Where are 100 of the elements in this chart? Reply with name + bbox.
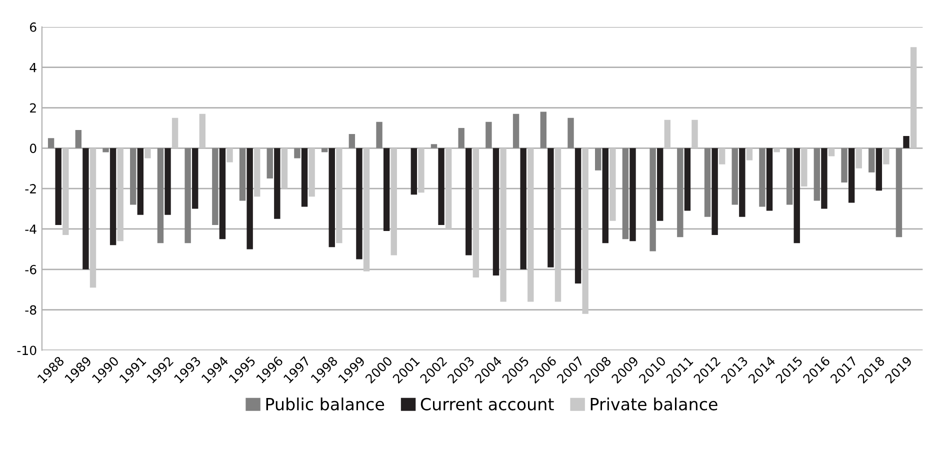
bar: [82, 148, 89, 270]
y-tick-label: -8: [25, 305, 36, 315]
bar: [117, 148, 124, 242]
bar: [910, 47, 917, 148]
bar: [254, 148, 260, 197]
bar: [62, 148, 69, 236]
bar: [554, 148, 562, 302]
bar: [595, 148, 602, 170]
legend-label: Current account: [420, 398, 554, 410]
bar: [692, 120, 698, 148]
bar: [821, 148, 828, 209]
bar: [739, 148, 746, 217]
bar: [848, 148, 855, 203]
bar: [630, 148, 636, 242]
bar: [500, 148, 506, 302]
bar: [684, 148, 691, 211]
y-tick-label: -2: [25, 184, 36, 194]
bar: [841, 148, 848, 183]
bar: [110, 148, 116, 246]
bar: [410, 148, 418, 195]
legend-label: Private balance: [590, 398, 718, 410]
bar: [759, 148, 766, 207]
y-tick-label: -10: [17, 346, 36, 356]
bar: [677, 148, 684, 238]
bar: [199, 114, 206, 148]
bar: [883, 148, 890, 164]
bar: [418, 148, 424, 193]
bar: [226, 148, 233, 162]
bar: [48, 138, 54, 148]
bar: [383, 148, 390, 232]
y-tick-label: 2: [30, 103, 36, 113]
bar: [610, 148, 616, 221]
bar: [430, 144, 438, 148]
bar: [294, 148, 300, 158]
bar: [348, 134, 356, 148]
bar: [540, 112, 546, 148]
bar: [130, 148, 136, 205]
bar: [486, 122, 492, 148]
bar: [574, 148, 582, 284]
bar: [548, 148, 554, 268]
bar: [622, 148, 629, 240]
y-tick-label: 4: [30, 62, 36, 72]
bar: [657, 148, 664, 221]
bar: [828, 148, 835, 156]
bar: [458, 128, 464, 148]
bar: [528, 148, 534, 302]
bar: [281, 148, 288, 189]
y-tick-label: 0: [30, 144, 36, 154]
bar: [718, 148, 726, 164]
bar: [746, 148, 753, 160]
bar: [801, 148, 808, 187]
bar: [650, 148, 656, 252]
bar: [172, 118, 178, 148]
bar: [308, 148, 315, 197]
bar: [75, 130, 82, 148]
bar: [903, 136, 910, 148]
bar: [466, 148, 472, 256]
bar: [90, 148, 96, 288]
y-tick-label: 6: [30, 22, 36, 32]
bar: [732, 148, 738, 205]
bar: [239, 148, 246, 201]
bar: [512, 114, 520, 148]
bar: [336, 148, 342, 244]
bar: [157, 148, 164, 244]
y-tick-label: -4: [25, 224, 36, 234]
bar: [704, 148, 711, 217]
bar: [356, 148, 362, 260]
bar: [520, 148, 526, 270]
bar: [794, 148, 800, 244]
bar: [246, 148, 253, 250]
bar: [438, 148, 444, 225]
bar: [856, 148, 862, 168]
bar: [219, 148, 226, 240]
bar: [664, 120, 670, 148]
bar: [602, 148, 608, 244]
bar: [137, 148, 144, 215]
bar: [144, 148, 151, 158]
bar: [102, 148, 109, 152]
bar: [445, 148, 452, 229]
bar: [363, 148, 370, 272]
bar: [712, 148, 718, 236]
bar: [390, 148, 397, 256]
bar: [766, 148, 773, 211]
bar: [582, 148, 588, 314]
bar: [274, 148, 280, 219]
bar: [868, 148, 875, 172]
bar: [164, 148, 171, 215]
bar: [876, 148, 882, 191]
bar: [376, 122, 382, 148]
bar: [786, 148, 793, 205]
bar: [328, 148, 335, 248]
bar: [266, 148, 273, 178]
bar: [321, 148, 328, 152]
legend-label: Public balance: [266, 398, 384, 410]
bar: [212, 148, 218, 225]
bar: [492, 148, 500, 276]
bar: [568, 118, 574, 148]
bar: [55, 148, 62, 225]
bar: [192, 148, 198, 209]
bar: [472, 148, 480, 278]
